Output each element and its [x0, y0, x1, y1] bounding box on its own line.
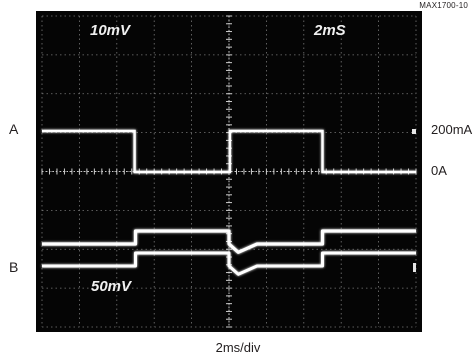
- trace-marker-b: [413, 263, 416, 272]
- current-scale-high: 200mA: [431, 122, 473, 137]
- oscilloscope-screen: 10mV 2mS 50mV: [36, 11, 422, 332]
- trace-label-a: A: [9, 121, 19, 137]
- scope-plot: 10mV 2mS 50mV: [36, 11, 422, 332]
- screen-label-top-left: 10mV: [90, 22, 132, 39]
- series-line-b-upper: [42, 229, 416, 254]
- screen-label-bottom-left: 50mV: [91, 278, 133, 295]
- figure-id: MAX1700-10: [419, 1, 468, 10]
- series-line-b-lower: [42, 251, 416, 276]
- series-line-a: [42, 129, 416, 174]
- x-axis-label: 2ms/div: [215, 340, 261, 355]
- trace-marker-a: [412, 129, 416, 134]
- trace-label-b: B: [9, 259, 19, 275]
- current-scale-low: 0A: [431, 163, 447, 178]
- screen-label-top-right: 2mS: [313, 22, 346, 39]
